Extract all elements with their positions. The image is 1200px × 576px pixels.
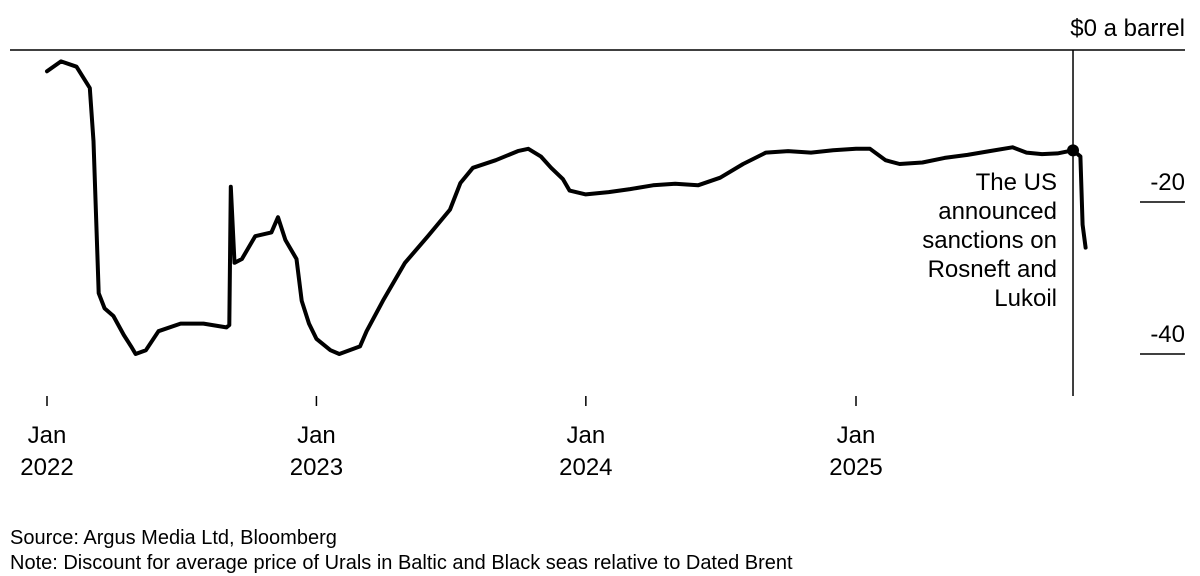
y-axis-ticks: $0 a barrel -20 -40 (1070, 15, 1185, 355)
y-tick-label-0: -20 (1150, 169, 1185, 196)
event-annotation-line-2: sanctions on (922, 227, 1057, 254)
y-axis-top-label: $0 a barrel (1070, 15, 1185, 42)
y-tick-label-1: -40 (1150, 321, 1185, 348)
x-tick-label-year-0: 2022 (20, 454, 73, 481)
x-tick-label-month-0: Jan (28, 422, 67, 449)
event-annotation-line-3: Rosneft and (928, 256, 1057, 283)
event-annotation-line-1: announced (938, 198, 1057, 225)
x-tick-label-year-2: 2024 (559, 454, 612, 481)
urals-discount-chart: $0 a barrel-20-40 Jan2022Jan2023Jan2024J… (10, 15, 1185, 481)
x-tick-label-year-1: 2023 (290, 454, 343, 481)
series-group (45, 59, 1088, 356)
x-tick-label-month-1: Jan (297, 422, 336, 449)
x-axis-ticks: Jan 2022 Jan 2023 Jan 2024 Jan 2025 (20, 396, 883, 481)
event-annotation-line-0: The US (976, 169, 1057, 196)
x-tick-label-month-2: Jan (566, 422, 605, 449)
x-tick-label-year-3: 2025 (829, 454, 882, 481)
series-line-0 (45, 59, 1088, 356)
event-annotation-line-4: Lukoil (994, 285, 1057, 312)
footnote: Note: Discount for average price of Ural… (10, 552, 793, 574)
x-tick-label-month-3: Jan (837, 422, 876, 449)
source-note: Source: Argus Media Ltd, Bloomberg (10, 527, 337, 549)
